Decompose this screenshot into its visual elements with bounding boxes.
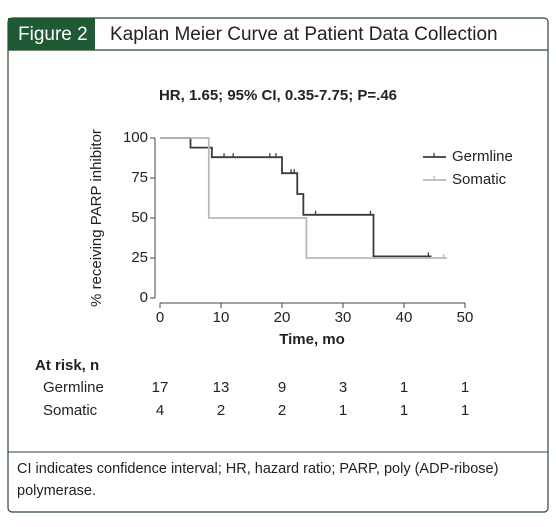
figure-border <box>7 17 549 513</box>
y-tick-label: 75 <box>131 169 148 186</box>
legend-label: Somatic <box>452 171 507 188</box>
risk-count: 4 <box>156 402 164 419</box>
y-tick-label: 25 <box>131 249 148 266</box>
risk-row-label: Somatic <box>43 402 98 419</box>
risk-count: 1 <box>400 379 408 396</box>
figure-label: Figure 2 <box>18 24 88 45</box>
risk-count: 2 <box>217 402 225 419</box>
risk-count: 2 <box>278 402 286 419</box>
risk-count: 17 <box>152 379 169 396</box>
x-tick-label: 10 <box>213 309 230 326</box>
risk-count: 9 <box>278 379 286 396</box>
x-tick-label: 50 <box>457 309 474 326</box>
x-tick-label: 30 <box>335 309 352 326</box>
figure-label-box <box>8 18 95 50</box>
chart-title: Kaplan Meier Curve at Patient Data Colle… <box>110 24 498 45</box>
risk-count: 13 <box>213 379 230 396</box>
risk-count: 1 <box>461 379 469 396</box>
y-tick-label: 50 <box>131 209 148 226</box>
y-tick-label: 0 <box>140 289 148 306</box>
survival-curve <box>160 137 447 259</box>
y-axis-title: % receiving PARP inhibitor <box>88 129 105 307</box>
y-tick-label: 100 <box>123 129 148 146</box>
risk-count: 1 <box>339 402 347 419</box>
risk-count: 3 <box>339 379 347 396</box>
risk-count: 1 <box>400 402 408 419</box>
chart-subtitle: HR, 1.65; 95% CI, 0.35-7.75; P=.46 <box>159 87 397 104</box>
x-axis-title: Time, mo <box>279 331 345 348</box>
risk-table-title: At risk, n <box>35 357 99 374</box>
x-tick-label: 40 <box>396 309 413 326</box>
survival-curve <box>160 137 432 258</box>
x-tick-label: 20 <box>274 309 291 326</box>
footnote: CI indicates confidence interval; HR, ha… <box>17 461 499 499</box>
x-tick-label: 0 <box>156 309 164 326</box>
risk-count: 1 <box>461 402 469 419</box>
risk-row-label: Germline <box>43 379 104 396</box>
legend-label: Germline <box>452 148 513 165</box>
